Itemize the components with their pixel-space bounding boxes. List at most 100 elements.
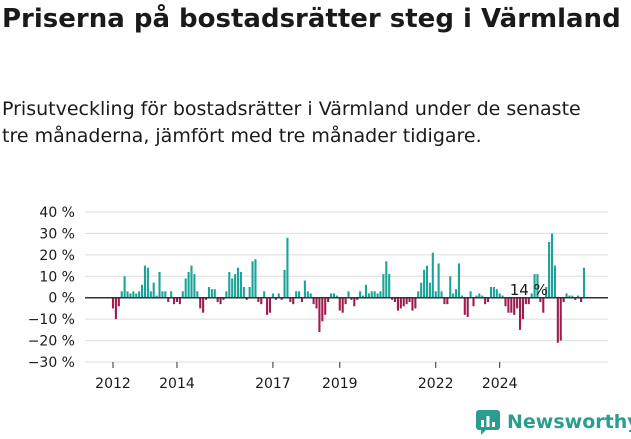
- bar: [582, 267, 586, 298]
- bar: [393, 297, 397, 302]
- bar: [175, 297, 179, 302]
- bar: [350, 297, 353, 300]
- bar: [251, 261, 254, 298]
- bar: [152, 282, 155, 298]
- bar: [376, 293, 379, 298]
- bar: [277, 293, 280, 298]
- bar: [234, 274, 237, 298]
- bar: [472, 297, 475, 307]
- bar: [385, 261, 388, 298]
- bar: [452, 293, 455, 298]
- bar: [539, 297, 542, 302]
- bar: [495, 289, 498, 298]
- bar: [161, 291, 164, 298]
- y-tick-label: 10 %: [39, 269, 75, 285]
- bar: [143, 265, 147, 298]
- bar: [379, 291, 382, 298]
- bar: [562, 297, 565, 302]
- bar: [335, 295, 338, 298]
- bar: [524, 297, 527, 305]
- x-tick-label: 2012: [95, 376, 131, 392]
- bar: [181, 291, 184, 298]
- bar: [408, 297, 411, 302]
- bar: [487, 297, 490, 302]
- bar: [399, 297, 402, 309]
- bar: [460, 295, 463, 298]
- bar: [556, 297, 559, 343]
- bar: [126, 291, 129, 298]
- bar: [501, 295, 504, 298]
- bar: [420, 282, 423, 298]
- bar: [318, 297, 321, 332]
- bar: [315, 297, 318, 309]
- y-tick-label: −10 %: [28, 312, 75, 328]
- y-tick-label: −20 %: [28, 334, 75, 350]
- bar: [466, 297, 469, 317]
- bar: [428, 282, 431, 298]
- bar: [425, 265, 429, 298]
- bar: [481, 295, 484, 298]
- bar: [417, 291, 420, 298]
- bar: [475, 295, 478, 298]
- bar: [353, 297, 356, 307]
- bar: [431, 252, 434, 298]
- bar: [341, 297, 344, 313]
- bar: [533, 274, 536, 298]
- bar: [149, 291, 152, 298]
- bar: [321, 297, 324, 322]
- bar: [347, 291, 350, 298]
- bar: [190, 265, 193, 298]
- bar: [382, 274, 385, 298]
- bar: [330, 293, 333, 298]
- bar: [437, 263, 440, 298]
- chart-title: Priserna på bostadsrätter steg i Värmlan…: [2, 4, 621, 34]
- bar: [469, 291, 472, 298]
- bar: [492, 287, 495, 298]
- bar: [498, 293, 501, 298]
- x-tick-label: 2022: [418, 376, 454, 392]
- bar: [356, 297, 359, 300]
- bar: [120, 291, 123, 298]
- bar: [443, 297, 446, 305]
- brand-name: Newsworthy: [507, 411, 631, 433]
- bar: [274, 297, 277, 300]
- bar: [513, 297, 516, 315]
- bar: [239, 272, 242, 298]
- bar: [414, 297, 417, 309]
- x-tick-label: 2014: [159, 376, 195, 392]
- bar: [434, 291, 437, 298]
- bar: [111, 297, 115, 309]
- bar: [132, 291, 135, 298]
- bar: [204, 297, 208, 300]
- bar: [484, 297, 487, 305]
- bar-value-annotation: 14 %: [510, 281, 548, 299]
- bar: [457, 263, 461, 298]
- bar: [309, 293, 312, 298]
- bar: [518, 297, 522, 330]
- y-tick-labels: 40 % 30 % 20 % 10 % 0 % −10 % −20 % −30 %: [28, 205, 75, 371]
- bar: [507, 297, 510, 313]
- bar: [155, 295, 158, 298]
- bar: [242, 287, 245, 298]
- bar: [364, 284, 367, 298]
- bar: [300, 297, 304, 302]
- bar: [260, 297, 263, 305]
- bar: [225, 291, 228, 298]
- bar-chart: 40 %30 %20 %10 %0 %−10 %−20 %−30 % 2012 2…: [28, 205, 608, 392]
- bar: [245, 297, 248, 300]
- bar: [478, 293, 481, 298]
- bar: [158, 272, 161, 298]
- bar: [338, 297, 341, 311]
- bar: [178, 297, 181, 305]
- bar: [504, 297, 507, 307]
- chart-subtitle: Prisutveckling för bostadsrätter i Värml…: [2, 98, 581, 147]
- bar: [210, 289, 213, 298]
- bar: [141, 284, 144, 298]
- bar: [324, 297, 327, 315]
- bar: [146, 267, 149, 298]
- bar: [114, 297, 117, 320]
- bar: [219, 297, 222, 305]
- x-tick-label: 2017: [255, 376, 291, 392]
- bar: [542, 297, 545, 313]
- bar: [373, 291, 376, 298]
